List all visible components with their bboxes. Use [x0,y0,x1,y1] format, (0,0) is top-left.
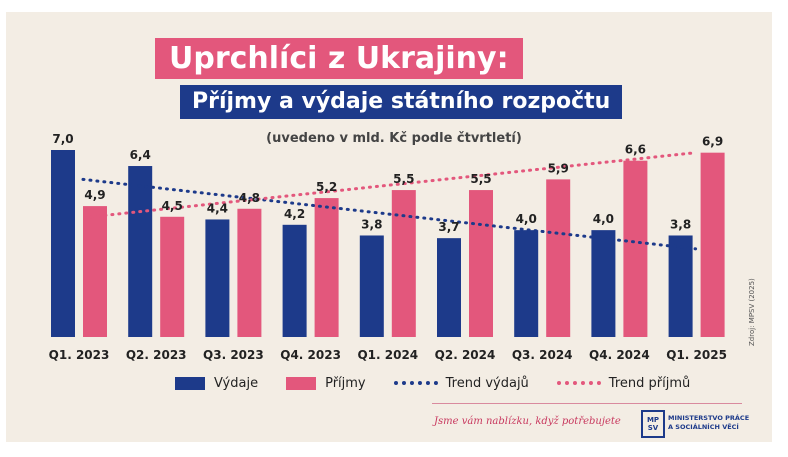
value-label-vydaje-0: 7,0 [52,132,73,146]
value-label-vydaje-2: 4,4 [207,201,228,215]
legend-item-trend-vydaju: Trend výdajů [393,375,529,391]
x-tick-label-6: Q3. 2024 [512,348,573,362]
bar-vydaje-3 [282,224,307,337]
ministry-name: MINISTERSTVO PRÁCE A SOCIÁLNÍCH VĚCÍ [668,414,749,432]
legend-dots-trend-prijmu [556,381,601,385]
bar-prijmy-8 [700,152,725,337]
legend-label-prijmy: Příjmy [325,375,366,391]
logo-text-top: MP [646,416,660,424]
x-tick-label-7: Q4. 2024 [589,348,650,362]
legend-item-trend-prijmu: Trend příjmů [556,375,691,391]
unit-note: (uvedeno v mld. Kč podle čtvrtletí) [266,131,522,146]
value-label-vydaje-5: 3,7 [438,220,459,234]
x-tick-label-2: Q3. 2023 [203,348,264,362]
logo-text-bottom: SV [647,424,659,432]
value-label-vydaje-8: 3,8 [670,217,691,231]
legend-dots-trend-vydaju [393,381,438,385]
bars-layer [51,150,725,337]
x-tick-label-0: Q1. 2023 [49,348,110,362]
x-tick-label-1: Q2. 2023 [126,348,187,362]
value-label-prijmy-8: 6,9 [702,135,723,149]
bar-prijmy-7 [623,160,648,337]
value-label-vydaje-7: 4,0 [593,212,614,226]
bar-prijmy-2 [237,208,262,337]
bar-vydaje-8 [668,235,693,337]
value-label-vydaje-1: 6,4 [130,148,151,162]
value-label-prijmy-3: 5,2 [316,180,337,194]
bar-vydaje-6 [514,230,539,337]
page-title: Uprchlíci z Ukrajiny: [155,38,523,79]
x-tick-label-8: Q1. 2025 [666,348,727,362]
source-note: Zdroj: MPSV (2025) [748,278,756,346]
value-label-prijmy-2: 4,8 [239,191,260,205]
x-tick-label-5: Q2. 2024 [435,348,496,362]
ministry-name-line2: A SOCIÁLNÍCH VĚCÍ [668,423,739,431]
bar-vydaje-1 [128,166,153,337]
bar-prijmy-3 [314,198,339,337]
value-label-prijmy-0: 4,9 [84,188,105,202]
page-subtitle: Příjmy a výdaje státního rozpočtu [180,85,623,119]
value-label-vydaje-4: 3,8 [361,217,382,231]
bar-prijmy-5 [469,190,493,337]
bar-vydaje-4 [359,235,384,337]
value-label-prijmy-1: 4,5 [162,199,183,213]
ministry-name-line1: MINISTERSTVO PRÁCE [668,414,750,422]
x-tick-label-4: Q1. 2024 [357,348,418,362]
footer-divider [432,403,742,404]
bar-prijmy-0 [83,206,107,337]
bar-vydaje-5 [437,238,461,337]
value-label-vydaje-3: 4,2 [284,207,305,221]
value-label-prijmy-4: 5,5 [393,172,414,186]
bar-vydaje-7 [591,230,616,337]
legend-item-vydaje: Výdaje [175,376,258,391]
legend-item-prijmy: Příjmy [286,376,366,391]
legend-label-trend-prijmu: Trend příjmů [608,375,691,391]
slogan: Jsme vám nablízku, když potřebujete [434,416,621,427]
value-label-prijmy-7: 6,6 [625,143,646,157]
legend-swatch-vydaje [175,376,205,390]
value-label-vydaje-6: 4,0 [516,212,537,226]
value-labels-layer: 7,0 4,9 6,4 4,5 4,4 4,8 4,2 5,2 3,8 5,5 3,7 5,5 4,0 5… [52,132,723,234]
bar-prijmy-6 [546,179,571,337]
legend-swatch-prijmy [286,376,317,390]
legend: Výdaje Příjmy Trend výdajů Trend příjmů [175,373,718,393]
value-label-prijmy-5: 5,5 [470,172,491,186]
legend-label-trend-vydaju: Trend výdajů [445,375,529,391]
bar-vydaje-2 [205,219,230,337]
value-label-prijmy-6: 5,9 [548,161,569,175]
x-tick-labels-layer: Q1. 2023 Q2. 2023 Q3. 2023 Q4. 2023 Q1. 2024… [49,348,727,362]
bar-prijmy-4 [391,190,416,337]
bar-prijmy-1 [160,216,185,337]
trend-layer [81,151,698,251]
x-tick-label-3: Q4. 2023 [280,348,341,362]
trend-line-vydaje [81,177,698,251]
bar-vydaje-0 [51,150,75,337]
mpsv-logo: MP SV [641,410,665,438]
legend-label-vydaje: Výdaje [214,375,259,391]
